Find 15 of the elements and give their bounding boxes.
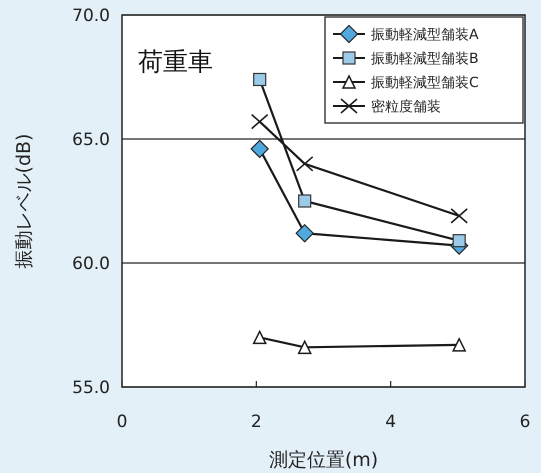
y-tick-label: 65.0 [72,130,110,150]
legend-label: 振動軽減型舗装A [371,27,479,43]
y-tick-label: 55.0 [72,378,110,398]
y-tick-label: 70.0 [72,6,110,26]
y-axis-title: 振動レベル(dB) [13,134,35,268]
legend-label: 密粒度舗装 [371,99,441,115]
legend-label: 振動軽減型舗装B [371,51,479,67]
x-axis-title: 測定位置(m) [268,449,378,471]
x-tick-label: 6 [520,412,530,432]
x-tick-label: 4 [385,412,396,432]
legend-label: 振動軽減型舗装C [371,75,479,91]
x-tick-label: 2 [250,412,262,432]
text: 荷重車 [138,47,213,76]
x-tick-label: 0 [116,412,128,432]
y-tick-label: 60.0 [72,254,110,274]
